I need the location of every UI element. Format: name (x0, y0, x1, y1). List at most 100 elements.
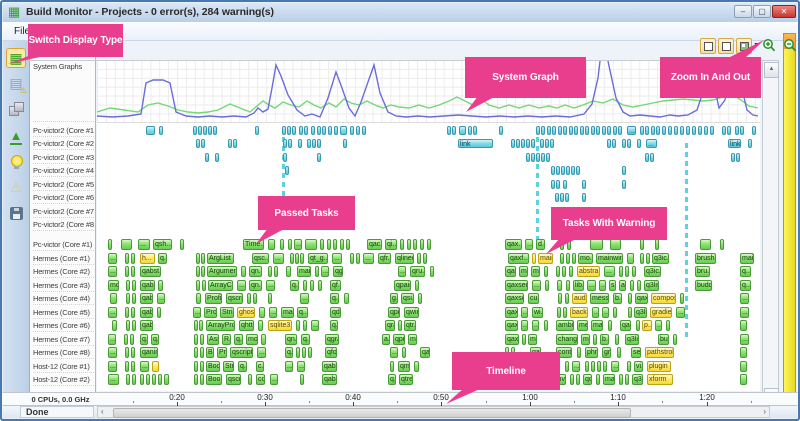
task-bar[interactable] (196, 266, 200, 277)
task-bar[interactable] (247, 293, 251, 304)
task-bar[interactable]: c... (256, 361, 264, 372)
task-bar[interactable] (346, 239, 350, 250)
task-bar[interactable]: qab... (140, 293, 153, 304)
task-bar[interactable]: ... (297, 361, 305, 372)
scroll-left-arrow[interactable]: ‹ (101, 407, 104, 416)
task-bar[interactable] (640, 239, 644, 250)
task-bar[interactable]: qab... (140, 307, 153, 318)
task-bar[interactable]: qra... (385, 320, 395, 331)
task-bar[interactable] (607, 139, 611, 148)
task-bar[interactable] (317, 153, 321, 162)
task-bar[interactable] (413, 239, 417, 250)
task-bar[interactable] (674, 126, 678, 135)
task-bar[interactable]: ... (108, 253, 117, 264)
task-bar[interactable]: m... (531, 266, 540, 277)
task-bar[interactable]: qsh... (153, 239, 172, 250)
task-bar[interactable] (625, 266, 629, 277)
task-bar[interactable]: qfont (325, 347, 337, 358)
task-bar[interactable] (608, 320, 612, 331)
task-bar[interactable] (327, 239, 331, 250)
task-bar[interactable] (563, 307, 567, 318)
task-bar[interactable]: ... (390, 347, 398, 358)
task-bar[interactable] (201, 139, 205, 148)
task-bar[interactable]: main (591, 320, 603, 331)
task-bar[interactable] (627, 361, 631, 372)
task-bar[interactable]: ... (602, 307, 609, 318)
task-bar[interactable] (307, 139, 311, 148)
task-bar[interactable] (473, 126, 477, 135)
task-bar[interactable]: q... (330, 293, 339, 304)
task-bar[interactable]: main (297, 266, 311, 277)
task-bar[interactable]: qabstr... (322, 361, 337, 372)
task-bar[interactable] (208, 126, 212, 135)
task-bar[interactable]: ... (157, 293, 165, 304)
task-bar[interactable]: composi... (651, 293, 676, 304)
task-bar[interactable]: q3... (632, 374, 643, 385)
task-bar[interactable]: ... (398, 266, 406, 277)
task-bar[interactable] (582, 193, 586, 202)
task-bar[interactable] (300, 374, 304, 385)
task-bar[interactable] (415, 280, 419, 291)
display-options-button[interactable] (736, 38, 752, 54)
task-bar[interactable] (283, 139, 287, 148)
task-bar[interactable]: qn... (249, 280, 262, 291)
task-bar[interactable] (698, 126, 702, 135)
task-bar[interactable] (566, 166, 570, 175)
task-bar[interactable]: ... (108, 307, 117, 318)
task-bar[interactable] (233, 139, 237, 148)
task-bar[interactable] (560, 193, 564, 202)
task-bar[interactable]: ... (273, 253, 284, 264)
task-bar[interactable] (521, 139, 525, 148)
projects-icon[interactable] (6, 100, 26, 120)
task-bar[interactable]: mai... (740, 253, 754, 264)
task-bar[interactable]: d... (536, 239, 545, 250)
task-bar[interactable]: ArrayCon... (208, 280, 233, 291)
task-bar[interactable] (298, 139, 302, 148)
task-bar[interactable] (622, 166, 626, 175)
task-bar[interactable] (740, 126, 744, 135)
task-bar[interactable] (622, 139, 626, 148)
task-bar[interactable] (308, 347, 312, 358)
task-bar[interactable]: Profiler (205, 293, 222, 304)
task-bar[interactable] (566, 253, 570, 264)
task-bar[interactable]: qru... (410, 266, 425, 277)
task-bar[interactable] (536, 153, 540, 162)
task-bar[interactable]: Pro... (217, 347, 227, 358)
task-bar[interactable] (544, 320, 548, 331)
task-bar[interactable] (292, 126, 296, 135)
task-bar[interactable] (159, 126, 163, 135)
task-bar[interactable] (356, 126, 360, 135)
task-bar[interactable] (522, 334, 526, 345)
task-bar[interactable]: q... (740, 266, 751, 277)
task-bar[interactable] (268, 266, 272, 277)
task-bar[interactable] (735, 126, 739, 135)
task-bar[interactable]: Ass... (207, 334, 219, 345)
task-bar[interactable] (547, 126, 551, 135)
task-bar[interactable] (536, 126, 540, 135)
task-bar[interactable] (541, 153, 545, 162)
task-bar[interactable] (199, 320, 203, 331)
task-bar[interactable]: main (281, 307, 294, 318)
task-bar[interactable]: ... (294, 239, 302, 250)
task-bar[interactable] (650, 153, 654, 162)
task-bar[interactable]: qscrip... (226, 374, 241, 385)
task-bar[interactable] (130, 334, 134, 345)
task-bar[interactable] (576, 374, 580, 385)
task-bar[interactable]: ... (108, 374, 119, 385)
task-bar[interactable] (632, 266, 636, 277)
task-bar[interactable]: gr... (602, 347, 611, 358)
zoom-in-icon[interactable] (762, 38, 776, 53)
task-bar[interactable] (447, 126, 451, 135)
task-bar[interactable] (299, 126, 303, 135)
task-bar[interactable]: mes... (577, 320, 588, 331)
task-bar[interactable]: gradients (650, 307, 672, 318)
task-bar[interactable]: link (728, 139, 741, 148)
task-bar[interactable] (752, 126, 756, 135)
task-bar[interactable]: ... (237, 280, 246, 291)
task-bar[interactable]: ... (108, 347, 117, 358)
task-bar[interactable]: m... (519, 266, 528, 277)
task-bar[interactable] (356, 253, 360, 264)
task-bar[interactable] (261, 334, 266, 345)
task-bar[interactable]: qg... (333, 266, 343, 277)
task-bar[interactable] (561, 166, 565, 175)
